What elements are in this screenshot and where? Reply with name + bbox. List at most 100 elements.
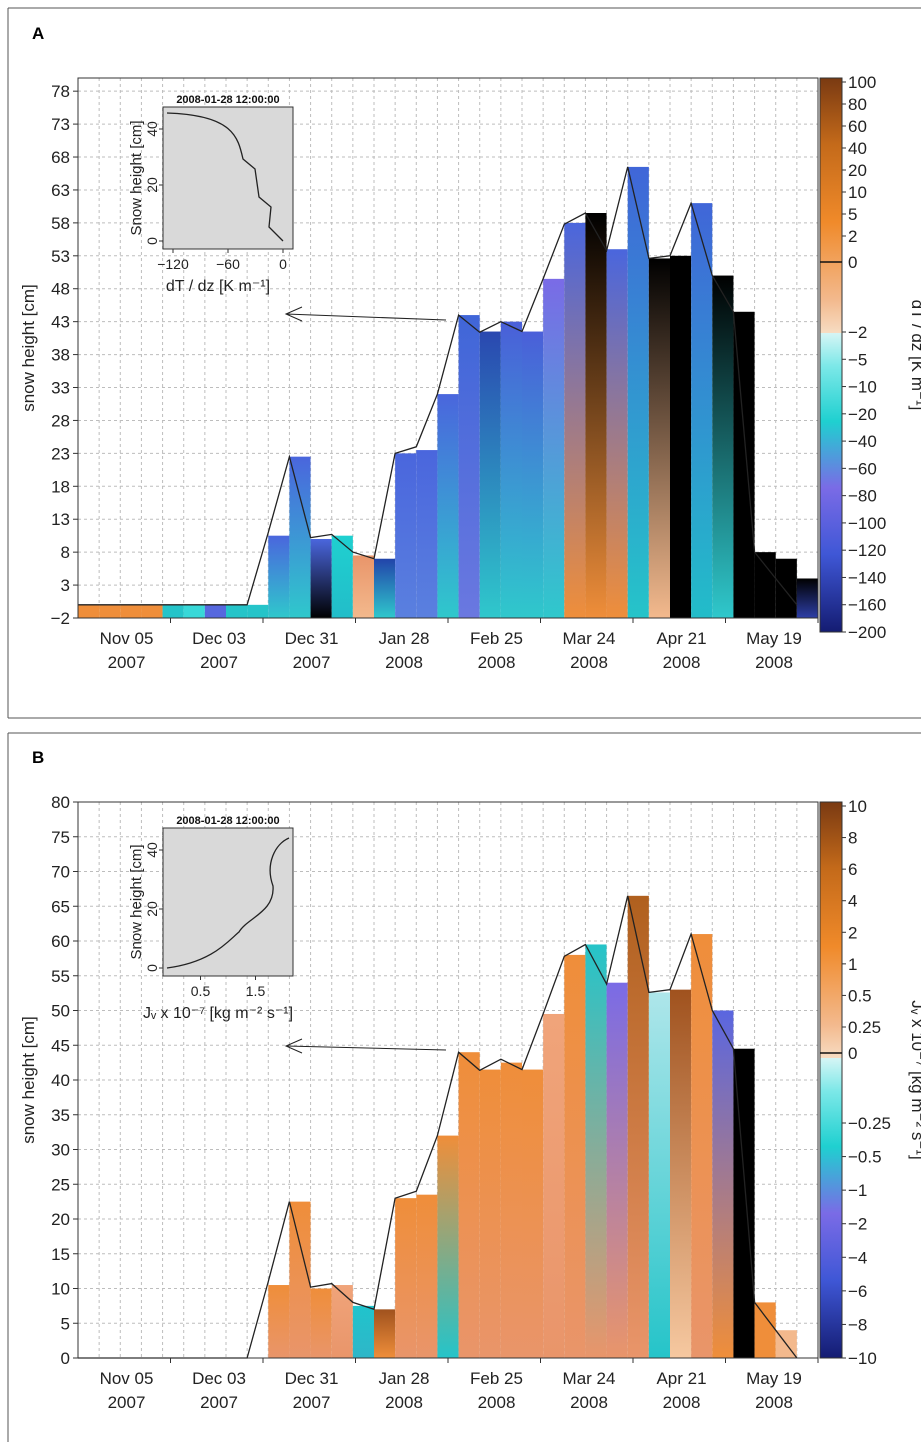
y-axis-label: snow height [cm] [19, 1016, 38, 1144]
inset-x-tick: 0 [279, 256, 287, 272]
colorbar-tick-label: 1 [848, 955, 857, 974]
profile-bar [691, 934, 713, 1358]
colorbar-tick-label: −40 [848, 432, 877, 451]
inset-x-tick: 1.5 [246, 983, 266, 999]
inset-y-tick: 0 [144, 964, 160, 972]
profile-bar [247, 604, 269, 618]
profile-bar [775, 558, 797, 618]
colorbar-tick-label: −120 [848, 541, 886, 560]
colorbar-tick-label: −6 [848, 1282, 867, 1301]
x-tick-label: Apr 21 [656, 629, 706, 648]
inset-profile-curve [166, 112, 284, 242]
colorbar-tick-label: 0 [848, 253, 857, 272]
y-tick-label: 60 [51, 932, 70, 951]
x-tick-label: Nov 05 [100, 629, 154, 648]
y-tick-label: 73 [51, 115, 70, 134]
y-tick-label: 75 [51, 828, 70, 847]
y-tick-label: 33 [51, 379, 70, 398]
x-tick-year: 2008 [570, 653, 608, 672]
y-tick-label: 15 [51, 1245, 70, 1264]
profile-bar [374, 1309, 396, 1358]
profile-bar [226, 604, 248, 618]
profile-bar [310, 1288, 332, 1358]
y-tick-label: 53 [51, 247, 70, 266]
x-tick-year: 2008 [385, 653, 423, 672]
x-tick-label: Feb 25 [470, 629, 523, 648]
x-tick-label: Jan 28 [378, 629, 429, 648]
colorbar-label: Jᵥ x 10⁻⁷ [kg m⁻² s⁻¹] [908, 1000, 921, 1159]
arrow-head [284, 1038, 303, 1054]
profile-bar [99, 604, 121, 618]
y-tick-label: 35 [51, 1106, 70, 1125]
profile-bar [352, 555, 374, 618]
colorbar-label: dT / dz [K m⁻¹] [908, 300, 921, 411]
arrow-head [284, 306, 303, 322]
y-tick-label: −2 [51, 609, 70, 628]
inset-plot [162, 827, 294, 977]
x-tick-year: 2007 [293, 1393, 331, 1412]
y-tick-label: 18 [51, 477, 70, 496]
y-tick-label: 55 [51, 967, 70, 986]
x-tick-year: 2008 [478, 653, 516, 672]
profile-bar [670, 989, 692, 1358]
colorbar [819, 77, 843, 633]
y-tick-label: 30 [51, 1141, 70, 1160]
x-tick-label: Dec 03 [192, 629, 246, 648]
x-tick-year: 2007 [200, 653, 238, 672]
profile-bar [500, 1062, 522, 1358]
colorbar-tick-label: −20 [848, 405, 877, 424]
y-tick-label: 40 [51, 1071, 70, 1090]
colorbar-tick-label: −8 [848, 1315, 867, 1334]
colorbar-tick-label: −140 [848, 568, 886, 587]
y-tick-label: 38 [51, 346, 70, 365]
y-tick-label: 10 [51, 1280, 70, 1299]
x-tick-year: 2008 [570, 1393, 608, 1412]
profile-bar [395, 1198, 417, 1358]
y-tick-label: 13 [51, 510, 70, 529]
y-tick-label: 68 [51, 148, 70, 167]
profile-bar [733, 1048, 755, 1358]
x-tick-year: 2008 [755, 653, 793, 672]
x-tick-label: Feb 25 [470, 1369, 523, 1388]
profile-bar [691, 203, 713, 618]
inset-y-tick: 20 [144, 901, 160, 917]
profile-bar [500, 321, 522, 618]
x-tick-label: Jan 28 [378, 1369, 429, 1388]
panel-label-a: A [32, 24, 45, 43]
colorbar-tick-label: −4 [848, 1248, 867, 1267]
profile-bar [289, 456, 311, 618]
x-tick-label: Dec 31 [285, 1369, 339, 1388]
profile-bar [648, 992, 670, 1358]
x-tick-label: Mar 24 [563, 629, 616, 648]
y-tick-label: 48 [51, 280, 70, 299]
panel-label-b: B [32, 748, 45, 767]
colorbar-tick-label: −10 [848, 378, 877, 397]
profile-bar [733, 311, 755, 618]
y-tick-label: 43 [51, 313, 70, 332]
inset-profile-curve [166, 837, 290, 969]
colorbar-tick-label: −0.25 [848, 1114, 891, 1133]
x-tick-label: Dec 03 [192, 1369, 246, 1388]
profile-bar [141, 604, 163, 618]
profile-bar [479, 1069, 501, 1358]
profile-bar [522, 1069, 544, 1358]
y-tick-label: 58 [51, 214, 70, 233]
y-tick-label: 45 [51, 1036, 70, 1055]
colorbar-tick-label: −5 [848, 350, 867, 369]
inset-title: 2008-01-28 12:00:00 [176, 815, 279, 827]
profile-bar [606, 249, 628, 618]
profile-bar [331, 1285, 353, 1358]
colorbar-tick-label: −0.5 [848, 1148, 882, 1167]
colorbar-tick-label: 20 [848, 161, 867, 180]
inset-y-tick: 40 [144, 842, 160, 858]
profile-bar [120, 604, 142, 618]
colorbar-tick-label: 10 [848, 797, 867, 816]
colorbar-tick-label: 4 [848, 892, 857, 911]
profile-bar [331, 535, 353, 618]
profile-bar [268, 1285, 290, 1358]
profile-bar [310, 538, 332, 618]
profile-bar [458, 1052, 480, 1358]
x-tick-year: 2007 [200, 1393, 238, 1412]
x-tick-year: 2007 [293, 653, 331, 672]
profile-bar [437, 394, 459, 618]
